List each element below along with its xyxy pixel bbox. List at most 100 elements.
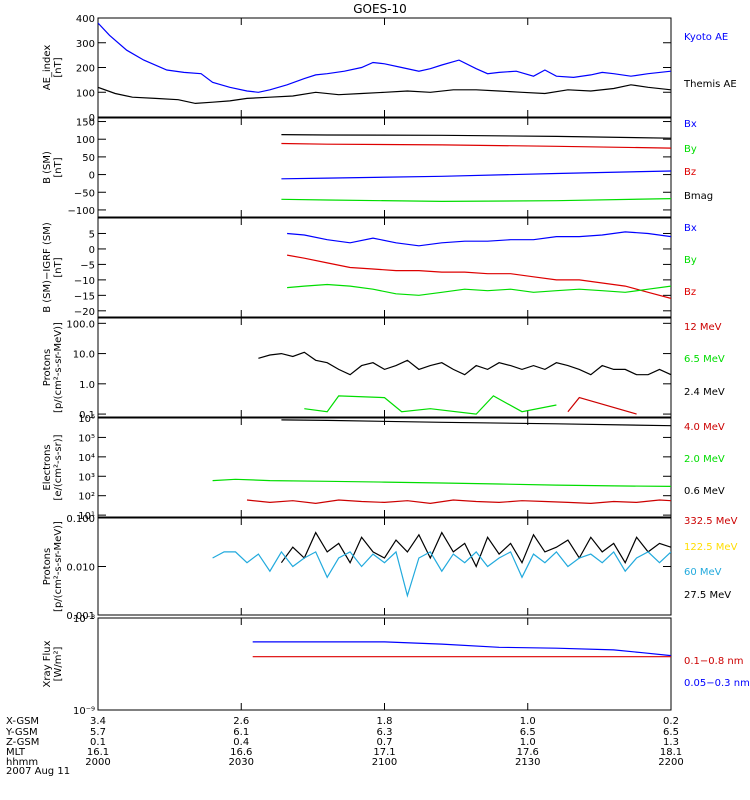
legend-entry: Bx xyxy=(684,223,697,234)
series-line-2-0-mev xyxy=(212,478,671,487)
xaxis-value: 2200 xyxy=(658,757,683,768)
series-line-0-6-mev xyxy=(281,419,671,427)
ytick-label: 10.0 xyxy=(73,350,95,361)
ylabel-line: Xray Flux xyxy=(42,640,53,687)
xaxis-row-label: X-GSM xyxy=(6,716,39,727)
series-line-bmag xyxy=(281,134,671,139)
ylabel-line: B (SM)−IGRF (SM) xyxy=(42,222,53,313)
series-line-12-mev xyxy=(567,396,637,415)
ytick-label: 10⁻⁹ xyxy=(73,706,95,717)
ytick-label: 10¹ xyxy=(78,511,95,522)
panel-5: 10¹ 10² 10³ 10⁴ 10⁵ 10⁶ Electrons[e/(cm²-s-sr)… xyxy=(42,414,725,522)
xaxis-value: 2030 xyxy=(229,757,254,768)
ytick-label: −10 xyxy=(74,276,95,287)
ytick-label: 0.010 xyxy=(66,563,95,574)
xaxis-value: 5.7 xyxy=(90,727,106,738)
legend-entry: 27.5 MeV xyxy=(684,590,731,601)
panel-frame xyxy=(97,117,672,218)
ylabel-line: [nT] xyxy=(53,257,64,277)
series-line-6-5-mev xyxy=(304,395,557,415)
ylabel-line: [nT] xyxy=(53,57,64,77)
legend-entry: Bz xyxy=(684,287,696,298)
legend-entry: 0.1−0.8 nm xyxy=(684,656,743,667)
ytick-label: 0.1 xyxy=(79,410,95,421)
xaxis-value: 17.6 xyxy=(517,747,539,758)
panel-frame xyxy=(97,217,672,318)
xaxis-value: 16.6 xyxy=(230,747,252,758)
legend-entry: Bmag xyxy=(684,191,713,202)
xaxis-row-label: Y-GSM xyxy=(5,727,38,738)
ylabel: Xray Flux[W/m²] xyxy=(42,640,64,687)
series-line-kyoto-ae xyxy=(98,22,671,93)
xaxis-value: 6.1 xyxy=(233,727,249,738)
panel-frame xyxy=(97,617,672,711)
legend-entry: By xyxy=(684,255,697,266)
ylabel-line: Electrons xyxy=(42,444,53,490)
ytick-label: 10⁻⁸ xyxy=(73,614,95,625)
xaxis-value: 1.0 xyxy=(520,716,536,727)
ytick-label: 150 xyxy=(76,118,95,129)
series-line-27-5-mev xyxy=(280,531,671,568)
legend-entry: Bz xyxy=(684,167,696,178)
ytick-label: −100 xyxy=(68,206,95,217)
chart-title: GOES-10 xyxy=(353,2,407,16)
series-line-bx xyxy=(287,231,671,247)
panel-4: 0.11.010.0100.0Protons[p/(cm²-s-sr-MeV)]… xyxy=(42,317,725,421)
ytick-label: 10⁶ xyxy=(78,414,95,425)
ytick-label: 100 xyxy=(76,88,95,99)
panel-frame xyxy=(97,17,672,118)
ytick-label: 5 xyxy=(89,229,95,240)
ylabel-line: Protons xyxy=(42,349,53,386)
xaxis-value: 2000 xyxy=(85,757,110,768)
series-line-by xyxy=(287,283,671,296)
legend-entry: Bx xyxy=(684,119,697,130)
date-label: 2007 Aug 11 xyxy=(6,766,70,777)
legend-entry: Themis AE xyxy=(683,79,737,90)
ytick-label: 1.0 xyxy=(79,380,95,391)
ylabel-line: [nT] xyxy=(53,157,64,177)
ytick-label: −5 xyxy=(80,260,95,271)
ylabel-line: [p/(cm²-s-sr-MeV)] xyxy=(53,322,64,413)
xaxis-value: 1.0 xyxy=(520,737,536,748)
legend-entry: Kyoto AE xyxy=(684,32,728,43)
xaxis-value: 2130 xyxy=(515,757,540,768)
ytick-label: −15 xyxy=(74,291,95,302)
xaxis-value: 3.4 xyxy=(90,716,106,727)
series-line-bx xyxy=(281,170,671,180)
ylabel-line: AE_index xyxy=(42,45,53,91)
series-line-60-mev xyxy=(212,550,671,598)
series-line-0-1-0-8-nm xyxy=(252,641,671,657)
xaxis-value: 1.8 xyxy=(377,716,393,727)
xaxis-value: 1.3 xyxy=(663,737,679,748)
series-line-themis-ae xyxy=(98,84,671,105)
xaxis-row-label: Z-GSM xyxy=(6,737,39,748)
ytick-label: 0 xyxy=(89,113,95,124)
ylabel: Protons[p/(cm²-s-sr-MeV)] xyxy=(42,521,64,612)
legend-entry: By xyxy=(684,144,697,155)
legend-entry: 6.5 MeV xyxy=(684,354,725,365)
legend-entry: 12 MeV xyxy=(684,322,722,333)
ytick-label: 300 xyxy=(76,39,95,50)
xaxis-row-label: hhmm xyxy=(6,757,38,768)
xaxis-value: 2.6 xyxy=(233,716,249,727)
panel-6: 0.0010.0100.100Protons[p/(cm²-s-sr-MeV)]… xyxy=(42,514,738,622)
ytick-label: 10⁴ xyxy=(78,453,95,464)
ylabel-line: Protons xyxy=(42,548,53,585)
xaxis-value: 6.5 xyxy=(520,727,536,738)
panel-frame xyxy=(97,517,672,616)
ytick-label: 10² xyxy=(78,492,95,503)
xaxis-value: 6.3 xyxy=(377,727,393,738)
ytick-label: 0.100 xyxy=(66,514,95,525)
legend-entry: 60 MeV xyxy=(684,567,722,578)
xaxis-value: 0.1 xyxy=(90,737,106,748)
xaxis-value: 16.1 xyxy=(87,747,109,758)
ylabel: Electrons[e/(cm²-s-sr)] xyxy=(42,434,64,500)
ytick-label: 100 xyxy=(76,135,95,146)
ylabel: B (SM)−IGRF (SM)[nT] xyxy=(42,222,64,313)
xaxis-value: 17.1 xyxy=(373,747,395,758)
legend-entry: 4.0 MeV xyxy=(684,422,725,433)
series-line-bz xyxy=(286,254,671,299)
legend-entry: 0.05−0.3 nm xyxy=(684,678,750,689)
ytick-label: 200 xyxy=(76,64,95,75)
